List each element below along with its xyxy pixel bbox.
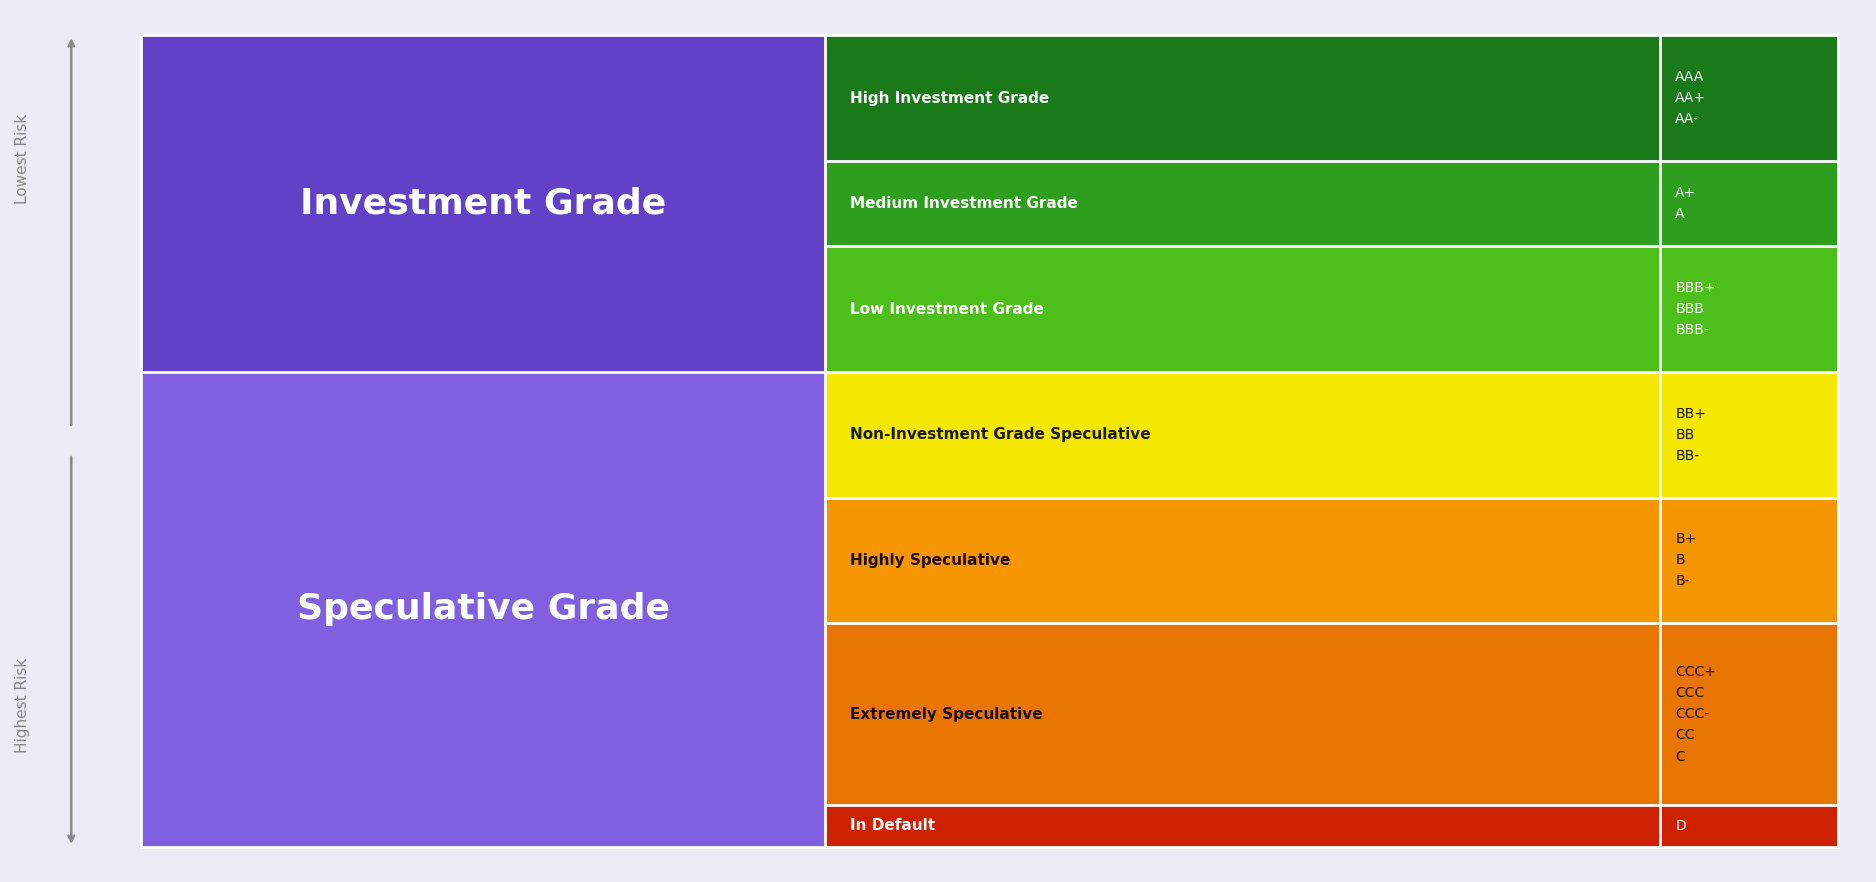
Text: Low Investment Grade: Low Investment Grade: [850, 302, 1043, 317]
Text: Investment Grade: Investment Grade: [300, 187, 666, 220]
Bar: [141, 35, 825, 372]
Bar: [1660, 624, 1838, 805]
Text: In Default: In Default: [850, 818, 934, 833]
Bar: [825, 35, 1660, 161]
Bar: [1660, 805, 1838, 847]
Bar: [825, 372, 1660, 497]
Text: D: D: [1675, 819, 1687, 833]
Bar: [825, 246, 1660, 372]
Bar: [1660, 372, 1838, 497]
Text: Non-Investment Grade Speculative: Non-Investment Grade Speculative: [850, 427, 1150, 442]
Bar: [825, 497, 1660, 624]
Text: B+
B
B-: B+ B B-: [1675, 532, 1696, 588]
Text: BB+
BB
BB-: BB+ BB BB-: [1675, 407, 1705, 463]
Text: Highly Speculative: Highly Speculative: [850, 553, 1009, 568]
Bar: [825, 805, 1660, 847]
Text: Speculative Grade: Speculative Grade: [296, 593, 670, 626]
Bar: [825, 624, 1660, 805]
Text: Extremely Speculative: Extremely Speculative: [850, 706, 1043, 721]
Text: Medium Investment Grade: Medium Investment Grade: [850, 196, 1077, 211]
Text: Lowest Risk: Lowest Risk: [15, 114, 30, 204]
Text: AAA
AA+
AA-: AAA AA+ AA-: [1675, 70, 1707, 126]
Text: BBB+
BBB
BBB-: BBB+ BBB BBB-: [1675, 281, 1717, 337]
Text: CCC+
CCC
CCC-
CC
C: CCC+ CCC CCC- CC C: [1675, 665, 1717, 764]
Text: A+
A: A+ A: [1675, 186, 1696, 221]
Text: High Investment Grade: High Investment Grade: [850, 91, 1049, 106]
Bar: [1660, 161, 1838, 246]
Bar: [1660, 497, 1838, 624]
Text: Highest Risk: Highest Risk: [15, 658, 30, 753]
Bar: [1660, 35, 1838, 161]
Bar: [825, 161, 1660, 246]
Bar: [141, 372, 825, 847]
Bar: [1660, 246, 1838, 372]
